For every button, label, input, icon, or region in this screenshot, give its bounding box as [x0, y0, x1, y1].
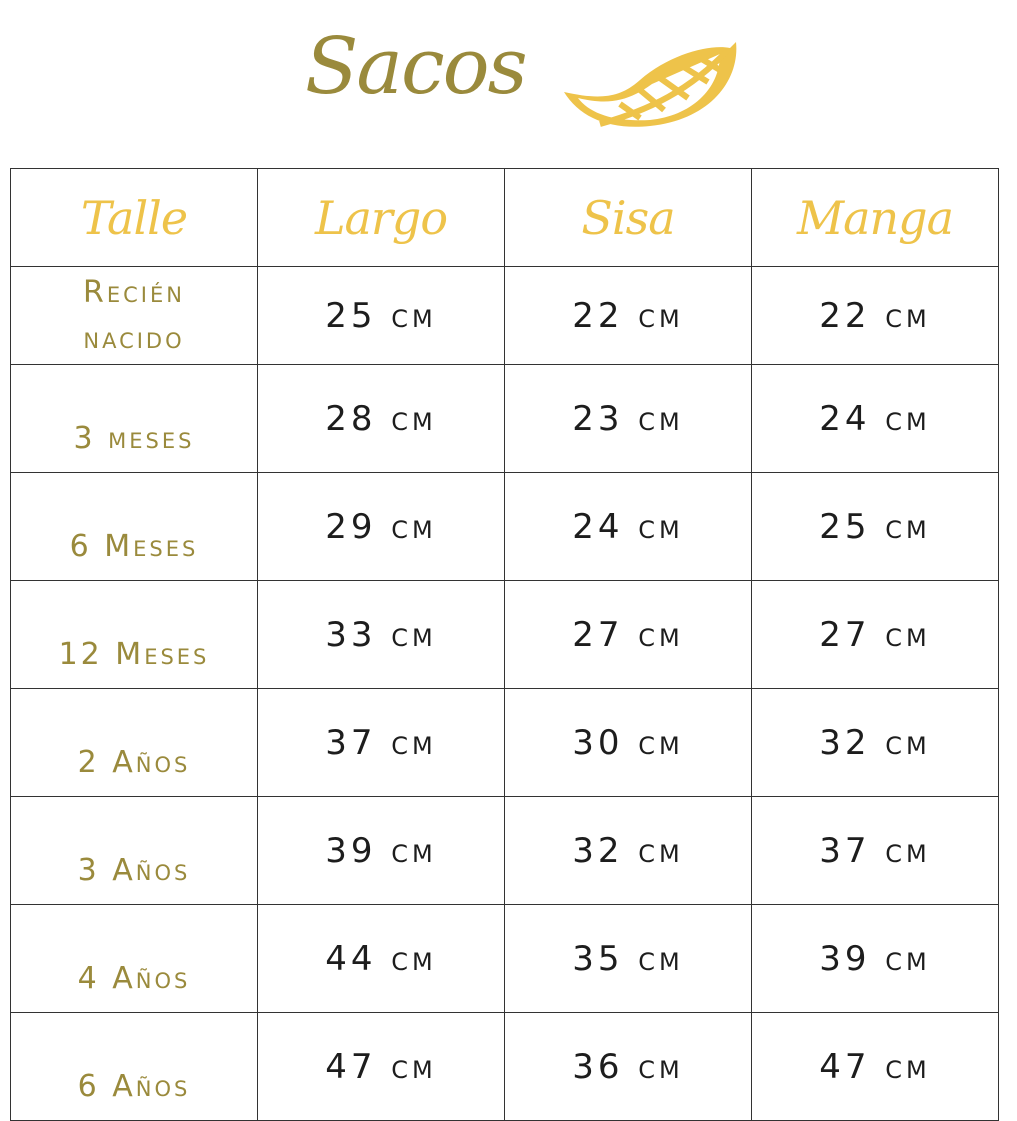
cell-manga: 37 cm [751, 796, 999, 905]
cell-largo: 44 cm [257, 904, 505, 1013]
table-row: 6 Años 47 cm 36 cm 47 cm [10, 1012, 999, 1121]
cell-largo: 28 cm [257, 364, 505, 473]
cell-manga: 47 cm [751, 1012, 999, 1121]
cell-sisa: 36 cm [504, 1012, 752, 1121]
cell-largo: 37 cm [257, 688, 505, 797]
cell-sisa: 24 cm [504, 472, 752, 581]
cell-sisa: 22 cm [504, 266, 752, 365]
cell-manga: 27 cm [751, 580, 999, 689]
cell-talle: 3 Años [10, 796, 258, 905]
table-header-row: Talle Largo Sisa Manga [10, 168, 999, 267]
header-sisa: Sisa [504, 168, 752, 267]
size-table: Talle Largo Sisa Manga Recién nacido 25 c… [10, 168, 999, 1121]
cell-talle: 4 Años [10, 904, 258, 1013]
table-row: 12 Meses 33 cm 27 cm 27 cm [10, 580, 999, 689]
header-largo: Largo [257, 168, 505, 267]
cell-sisa: 32 cm [504, 796, 752, 905]
cell-sisa: 23 cm [504, 364, 752, 473]
cell-talle: 6 Años [10, 1012, 258, 1121]
cell-talle: 12 Meses [10, 580, 258, 689]
table-row: 3 Años 39 cm 32 cm 37 cm [10, 796, 999, 905]
table-row: 2 Años 37 cm 30 cm 32 cm [10, 688, 999, 797]
cell-largo: 39 cm [257, 796, 505, 905]
table-row: 3 meses 28 cm 23 cm 24 cm [10, 364, 999, 473]
page-title: Sacos [305, 22, 528, 112]
header-talle: Talle [10, 168, 258, 267]
leaf-icon [564, 42, 737, 127]
cell-talle: Recién nacido [10, 266, 258, 365]
cell-sisa: 27 cm [504, 580, 752, 689]
cell-talle: 6 Meses [10, 472, 258, 581]
cell-talle: 2 Años [10, 688, 258, 797]
cell-largo: 33 cm [257, 580, 505, 689]
cell-manga: 22 cm [751, 266, 999, 365]
cell-largo: 29 cm [257, 472, 505, 581]
cell-manga: 39 cm [751, 904, 999, 1013]
table-row: Recién nacido 25 cm 22 cm 22 cm [10, 266, 999, 365]
cell-talle: 3 meses [10, 364, 258, 473]
cell-manga: 24 cm [751, 364, 999, 473]
table-row: 6 Meses 29 cm 24 cm 25 cm [10, 472, 999, 581]
cell-largo: 47 cm [257, 1012, 505, 1121]
cell-sisa: 30 cm [504, 688, 752, 797]
cell-sisa: 35 cm [504, 904, 752, 1013]
table-row: 4 Años 44 cm 35 cm 39 cm [10, 904, 999, 1013]
header-manga: Manga [751, 168, 999, 267]
cell-largo: 25 cm [257, 266, 505, 365]
cell-manga: 32 cm [751, 688, 999, 797]
cell-manga: 25 cm [751, 472, 999, 581]
